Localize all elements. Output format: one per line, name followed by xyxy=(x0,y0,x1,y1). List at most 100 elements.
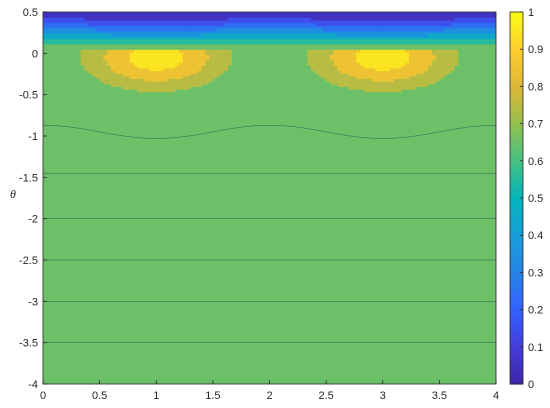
contour-cell xyxy=(141,192,146,196)
contour-cell xyxy=(65,208,71,212)
contour-cell xyxy=(118,221,123,226)
contour-cell xyxy=(160,322,165,327)
contour-cell xyxy=(84,179,89,183)
contour-cell xyxy=(43,184,48,188)
contour-cell xyxy=(137,142,142,146)
contour-cell xyxy=(114,118,120,122)
contour-cell xyxy=(54,75,59,80)
contour-cell xyxy=(171,296,176,300)
contour-cell xyxy=(114,83,120,87)
contour-cell xyxy=(65,309,71,313)
contour-cell xyxy=(122,136,127,141)
contour-cell xyxy=(163,354,169,359)
contour-cell xyxy=(61,142,67,146)
contour-cell xyxy=(122,251,127,255)
contour-cell xyxy=(58,184,63,188)
contour-cell xyxy=(133,296,138,300)
contour-cell xyxy=(175,322,180,327)
contour-cell xyxy=(103,298,108,303)
contour-cell xyxy=(122,168,127,173)
contour-cell xyxy=(126,94,131,98)
contour-cell xyxy=(114,166,120,170)
contour-cell xyxy=(99,298,105,303)
contour-cell xyxy=(110,49,116,53)
contour-cell xyxy=(61,291,67,295)
contour-cell xyxy=(69,78,74,82)
contour-cell xyxy=(43,264,48,268)
contour-cell xyxy=(76,67,82,72)
contour-cell xyxy=(88,349,93,353)
contour-cell xyxy=(144,128,150,133)
contour-cell xyxy=(92,174,97,178)
contour-cell xyxy=(107,73,112,77)
contour-cell xyxy=(73,27,78,32)
contour-cell xyxy=(171,27,176,32)
contour-cell xyxy=(122,211,127,215)
contour-cell xyxy=(92,118,97,122)
contour-cell xyxy=(175,131,180,135)
contour-cell xyxy=(61,182,67,186)
contour-cell xyxy=(175,314,180,319)
contour-cell xyxy=(99,296,105,300)
contour-cell xyxy=(107,70,112,74)
contour-cell xyxy=(46,283,52,287)
contour-cell xyxy=(152,280,157,284)
contour-cell xyxy=(114,150,120,154)
contour-cell xyxy=(54,325,59,329)
contour-cell xyxy=(107,168,112,173)
contour-cell xyxy=(103,128,108,133)
contour-cell xyxy=(118,105,123,109)
contour-cell xyxy=(160,283,165,287)
contour-cell xyxy=(50,240,55,244)
contour-cell xyxy=(137,333,142,337)
contour-cell xyxy=(171,51,176,56)
contour-cell xyxy=(114,235,120,239)
contour-cell xyxy=(141,54,146,58)
contour-cell xyxy=(80,269,86,273)
contour-cell xyxy=(171,105,176,109)
contour-cell xyxy=(175,144,180,149)
contour-cell xyxy=(92,128,97,133)
contour-cell xyxy=(99,205,105,210)
contour-cell xyxy=(50,264,55,268)
contour-cell xyxy=(107,368,112,372)
contour-cell xyxy=(126,304,131,308)
contour-cell xyxy=(141,136,146,141)
contour-cell xyxy=(152,75,157,80)
contour-cell xyxy=(92,198,97,202)
contour-cell xyxy=(141,150,146,154)
contour-cell xyxy=(129,285,135,289)
contour-cell xyxy=(95,198,101,202)
contour-cell xyxy=(54,245,59,250)
contour-cell xyxy=(46,203,52,207)
contour-cell xyxy=(126,232,131,236)
contour-cell xyxy=(156,219,161,223)
contour-cell xyxy=(160,280,165,284)
contour-cell xyxy=(167,346,172,351)
contour-cell xyxy=(163,253,169,258)
contour-cell xyxy=(148,144,154,149)
contour-cell xyxy=(58,285,63,289)
contour-cell xyxy=(141,195,146,199)
contour-cell xyxy=(156,330,161,335)
contour-cell xyxy=(92,322,97,327)
contour-cell xyxy=(148,368,154,372)
contour-cell xyxy=(43,73,48,77)
contour-cell xyxy=(160,378,165,382)
contour-cell xyxy=(65,115,71,119)
contour-cell xyxy=(92,373,97,377)
contour-cell xyxy=(152,158,157,162)
contour-cell xyxy=(99,25,105,29)
contour-cell xyxy=(133,163,138,167)
contour-cell xyxy=(133,301,138,305)
contour-cell xyxy=(76,187,82,191)
contour-cell xyxy=(95,314,101,319)
contour-cell xyxy=(141,62,146,66)
contour-cell xyxy=(141,227,146,231)
contour-cell xyxy=(141,235,146,239)
contour-cell xyxy=(171,362,176,366)
contour-cell xyxy=(110,251,116,255)
contour-cell xyxy=(110,110,116,114)
contour-cell xyxy=(152,240,157,244)
contour-cell xyxy=(50,57,55,61)
